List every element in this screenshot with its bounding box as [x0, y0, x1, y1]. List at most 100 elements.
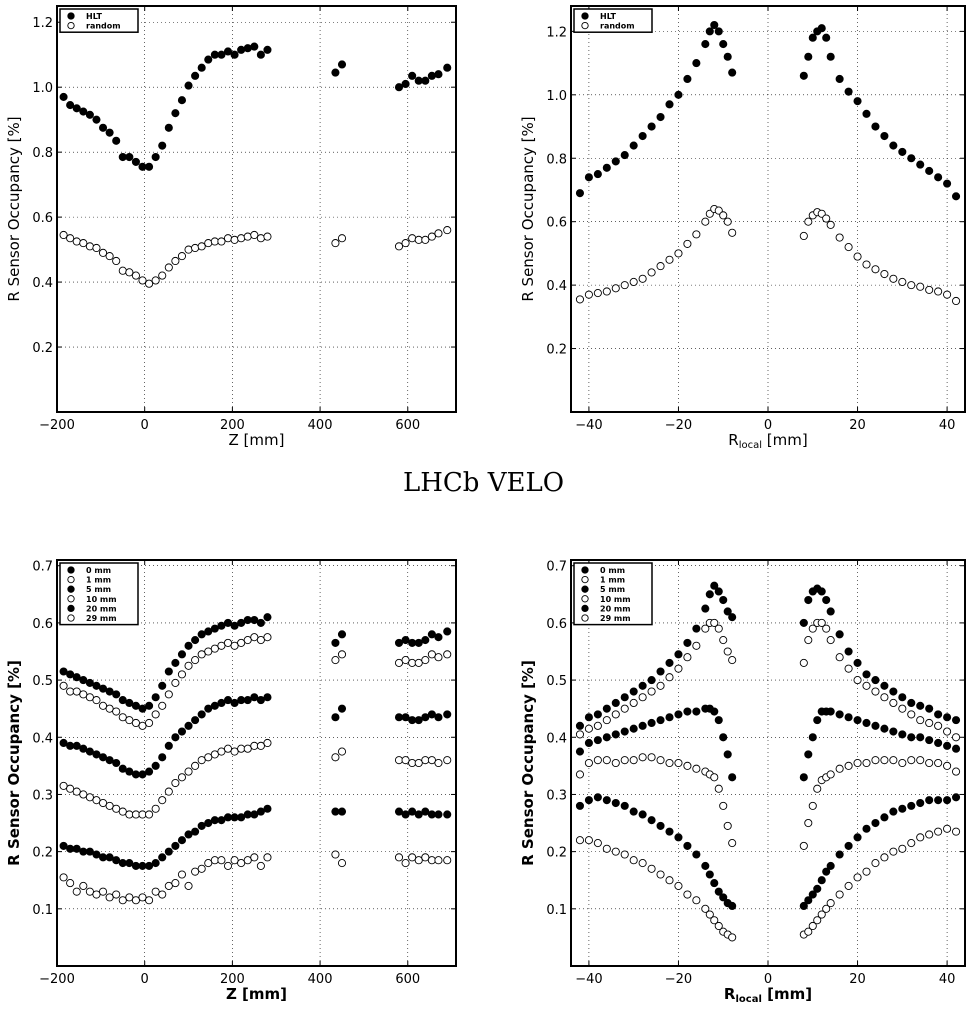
- data-point: [394, 638, 404, 647]
- data-point: [66, 670, 75, 679]
- data-point: [191, 71, 200, 80]
- legend-marker: [581, 575, 589, 584]
- data-point: [629, 807, 638, 816]
- data-point: [620, 756, 629, 765]
- data-point: [584, 836, 593, 845]
- data-point: [210, 701, 219, 710]
- data-point: [862, 758, 871, 768]
- data-point: [230, 621, 239, 630]
- data-point: [434, 70, 443, 79]
- data-point: [256, 741, 265, 750]
- legend-marker: [581, 566, 589, 574]
- data-point: [72, 687, 81, 696]
- data-point: [92, 681, 101, 690]
- data-point: [611, 758, 620, 768]
- data-point: [907, 710, 916, 719]
- data-point: [934, 796, 943, 805]
- x-tick-label: 0: [764, 418, 772, 433]
- data-point: [131, 770, 140, 779]
- data-point: [210, 237, 219, 246]
- data-point: [105, 128, 114, 137]
- data-point: [98, 248, 108, 257]
- legend-label: 1 mm: [86, 576, 111, 585]
- series-2: [575, 704, 961, 782]
- data-point: [191, 867, 200, 876]
- data-point: [171, 658, 180, 667]
- data-point: [916, 756, 925, 765]
- data-point: [98, 684, 108, 693]
- x-tick-label: 200: [220, 418, 245, 433]
- data-point: [714, 784, 723, 793]
- data-point: [593, 289, 602, 298]
- data-point: [85, 678, 94, 687]
- data-point: [799, 773, 808, 782]
- data-point: [138, 770, 147, 779]
- y-tick-label: 0.2: [32, 846, 53, 861]
- data-point: [408, 658, 417, 667]
- data-point: [728, 773, 737, 782]
- data-point: [647, 816, 656, 825]
- data-point: [862, 260, 871, 269]
- data-point: [629, 856, 638, 865]
- data-point: [705, 910, 714, 919]
- data-point: [171, 778, 180, 788]
- data-point: [177, 252, 187, 261]
- data-point: [665, 658, 674, 667]
- data-point: [611, 284, 620, 293]
- data-point: [158, 271, 167, 280]
- data-point: [184, 661, 193, 670]
- legend-marker: [67, 604, 75, 613]
- data-point: [934, 721, 943, 730]
- y-axis-label: R Sensor Occupancy [%]: [5, 660, 23, 866]
- y-tick-label: 0.6: [32, 617, 53, 632]
- data-point: [674, 881, 683, 890]
- plot-frame: [56, 559, 457, 967]
- data-point: [925, 166, 934, 175]
- data-point: [177, 96, 187, 105]
- data-point: [835, 710, 844, 719]
- y-axis-label: R Sensor Occupancy [%]: [519, 660, 537, 866]
- data-point: [593, 170, 602, 179]
- data-point: [804, 818, 813, 828]
- data-point: [692, 850, 701, 859]
- data-point: [337, 704, 347, 713]
- data-point: [243, 615, 252, 625]
- data-point: [210, 856, 219, 865]
- data-point: [844, 87, 853, 96]
- data-point: [151, 761, 160, 770]
- data-point: [151, 804, 160, 813]
- data-point: [629, 756, 638, 765]
- data-point: [243, 810, 252, 819]
- data-point: [138, 276, 147, 285]
- data-point: [72, 787, 81, 796]
- data-point: [230, 747, 239, 756]
- data-point: [692, 59, 701, 68]
- data-point: [79, 790, 88, 799]
- data-point: [243, 856, 252, 865]
- data-point: [602, 796, 611, 805]
- data-point: [223, 618, 233, 627]
- data-point: [151, 887, 160, 896]
- data-point: [204, 55, 213, 64]
- data-point: [217, 816, 226, 825]
- data-point: [701, 904, 710, 913]
- data-point: [164, 123, 173, 132]
- x-axis-label: Z [mm]: [229, 431, 285, 449]
- data-point: [638, 810, 647, 819]
- data-point: [907, 756, 916, 765]
- data-point: [701, 604, 710, 613]
- data-point: [804, 595, 813, 605]
- data-point: [943, 824, 952, 833]
- data-point: [394, 807, 404, 816]
- data-point: [197, 63, 206, 72]
- data-point: [79, 847, 88, 856]
- data-point: [125, 152, 134, 162]
- data-point: [880, 756, 889, 765]
- data-point: [611, 847, 620, 856]
- data-point: [184, 881, 193, 890]
- data-point: [656, 756, 665, 765]
- data-point: [331, 713, 340, 722]
- x-tick-label: 40: [939, 972, 956, 987]
- data-point: [138, 721, 147, 730]
- x-tick-label: 400: [308, 972, 333, 987]
